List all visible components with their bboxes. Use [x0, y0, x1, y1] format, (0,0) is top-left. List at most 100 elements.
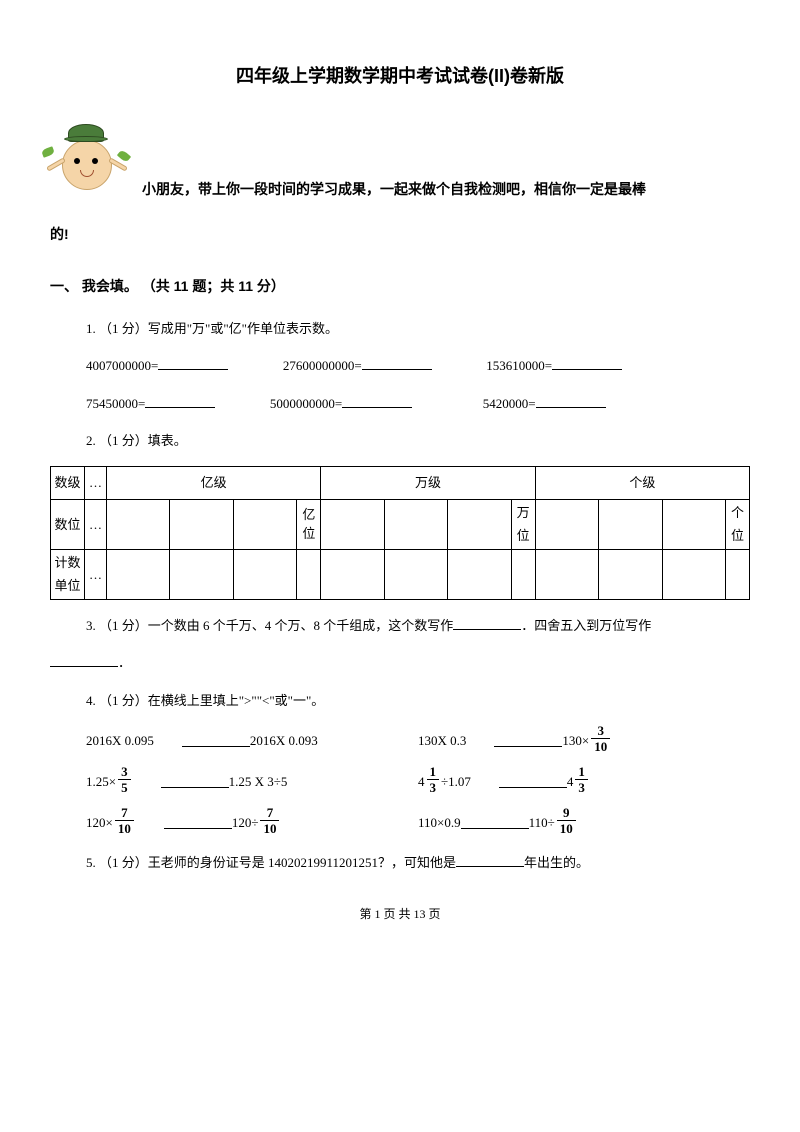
cell-unit-label: 计数单位	[51, 549, 85, 599]
place-value-table: 数级 … 亿级 万级 个级 数位 … 亿位 万位 个位 计数单位 …	[50, 466, 750, 599]
expr: 110×0.9	[418, 811, 461, 834]
cell-blank[interactable]	[448, 499, 511, 549]
cell-level-ge: 个级	[535, 467, 749, 499]
cell-blank[interactable]	[107, 549, 170, 599]
cell-blank[interactable]	[599, 549, 662, 599]
page-footer: 第 1 页 共 13 页	[50, 904, 750, 926]
expr: 4	[418, 770, 425, 793]
q1-row1: 4007000000= 27600000000= 153610000=	[86, 354, 750, 377]
cell-blank[interactable]	[662, 499, 725, 549]
fraction: 710	[260, 806, 279, 835]
cell-blank[interactable]	[511, 549, 535, 599]
cell-blank[interactable]	[170, 549, 233, 599]
table-row: 数位 … 亿位 万位 个位	[51, 499, 750, 549]
fraction: 310	[591, 724, 610, 753]
q4-row2: 1.25× 35 1.25 X 3÷5 4 13 ÷1.07 4 13	[86, 767, 750, 796]
expr: 2016X 0.095	[86, 729, 154, 752]
q3-post: ．	[118, 655, 131, 670]
blank[interactable]	[158, 356, 228, 370]
expr: ÷1.07	[441, 770, 471, 793]
page-title: 四年级上学期数学期中考试试卷(II)卷新版	[50, 60, 750, 92]
cell-blank[interactable]	[233, 549, 296, 599]
blank[interactable]	[164, 815, 232, 829]
section-1-heading: 一、 我会填。 （共 11 题；共 11 分）	[50, 274, 750, 299]
blank[interactable]	[494, 733, 562, 747]
intro-row: 小朋友，带上你一段时间的学习成果，一起来做个自我检测吧，相信你一定是最棒	[50, 122, 750, 202]
intro-text-1: 小朋友，带上你一段时间的学习成果，一起来做个自我检测吧，相信你一定是最棒	[142, 177, 646, 202]
cell-pos-wan: 万位	[511, 499, 535, 549]
q1-row2: 75450000= 5000000000= 5420000=	[86, 392, 750, 415]
cell-dots: …	[85, 499, 107, 549]
expr: 130X 0.3	[418, 729, 466, 752]
q1-r2a: 75450000=	[86, 396, 145, 411]
blank[interactable]	[50, 653, 118, 667]
cell-blank[interactable]	[321, 549, 384, 599]
blank[interactable]	[499, 774, 567, 788]
expr: 110÷	[529, 811, 555, 834]
expr: 2016X 0.093	[250, 729, 318, 752]
q3-tail: ．	[50, 651, 750, 674]
q3: 3. （1 分）一个数由 6 个千万、4 个万、8 个千组成，这个数写作 ．四舍五…	[86, 614, 750, 637]
cell-level-wan: 万级	[321, 467, 535, 499]
q1-r1b: 27600000000=	[283, 358, 362, 373]
fraction: 910	[557, 806, 576, 835]
cell-blank[interactable]	[233, 499, 296, 549]
blank[interactable]	[161, 774, 229, 788]
cell-blank[interactable]	[297, 549, 321, 599]
q1-stem: 1. （1 分）写成用"万"或"亿"作单位表示数。	[86, 317, 750, 340]
blank[interactable]	[145, 394, 215, 408]
fraction: 710	[115, 806, 134, 835]
cell-level-yi: 亿级	[107, 467, 321, 499]
q3-mid: ．四舍五入到万位写作	[521, 618, 651, 633]
cell-pos-ge: 个位	[725, 499, 749, 549]
blank[interactable]	[362, 356, 432, 370]
expr: 120×	[86, 811, 113, 834]
q1-r2c: 5420000=	[483, 396, 536, 411]
intro-text-2: 的!	[50, 222, 750, 247]
q1-r2b: 5000000000=	[270, 396, 342, 411]
expr: 130×	[562, 729, 589, 752]
expr: 1.25×	[86, 770, 116, 793]
blank[interactable]	[456, 853, 524, 867]
cell-blank[interactable]	[107, 499, 170, 549]
q5-post: 年出生的。	[524, 855, 589, 870]
cell-blank[interactable]	[599, 499, 662, 549]
cell-dots: …	[85, 549, 107, 599]
cell-pos-label: 数位	[51, 499, 85, 549]
cell-blank[interactable]	[321, 499, 384, 549]
expr: 120÷	[232, 811, 259, 834]
blank[interactable]	[182, 733, 250, 747]
child-avatar-icon	[50, 122, 130, 202]
blank[interactable]	[461, 815, 529, 829]
cell-level-label: 数级	[51, 467, 85, 499]
blank[interactable]	[536, 394, 606, 408]
blank[interactable]	[453, 616, 521, 630]
q3-pre: 3. （1 分）一个数由 6 个千万、4 个万、8 个千组成，这个数写作	[86, 618, 453, 633]
cell-blank[interactable]	[725, 549, 749, 599]
q5-pre: 5. （1 分）王老师的身份证号是 14020219911201251？，可知他…	[86, 855, 456, 870]
cell-blank[interactable]	[535, 549, 598, 599]
cell-dots: …	[85, 467, 107, 499]
expr: 1.25 X 3÷5	[229, 770, 288, 793]
fraction: 35	[118, 765, 131, 794]
blank[interactable]	[342, 394, 412, 408]
q4-row1: 2016X 0.095 2016X 0.093 130X 0.3 130× 31…	[86, 726, 750, 755]
cell-blank[interactable]	[384, 499, 447, 549]
table-row: 计数单位 …	[51, 549, 750, 599]
fraction: 13	[427, 765, 440, 794]
q1-r1c: 153610000=	[486, 358, 552, 373]
q5: 5. （1 分）王老师的身份证号是 14020219911201251？，可知他…	[86, 851, 750, 874]
q4-stem: 4. （1 分）在横线上里填上">""<"或"一"。	[86, 689, 750, 712]
q1-r1a: 4007000000=	[86, 358, 158, 373]
cell-blank[interactable]	[170, 499, 233, 549]
cell-blank[interactable]	[448, 549, 511, 599]
blank[interactable]	[552, 356, 622, 370]
cell-blank[interactable]	[662, 549, 725, 599]
fraction: 13	[575, 765, 588, 794]
cell-blank[interactable]	[535, 499, 598, 549]
table-row: 数级 … 亿级 万级 个级	[51, 467, 750, 499]
cell-pos-yi: 亿位	[297, 499, 321, 549]
cell-blank[interactable]	[384, 549, 447, 599]
q4-row3: 120× 710 120÷ 710 110×0.9 110÷ 910	[86, 808, 750, 837]
q2-stem: 2. （1 分）填表。	[86, 429, 750, 452]
